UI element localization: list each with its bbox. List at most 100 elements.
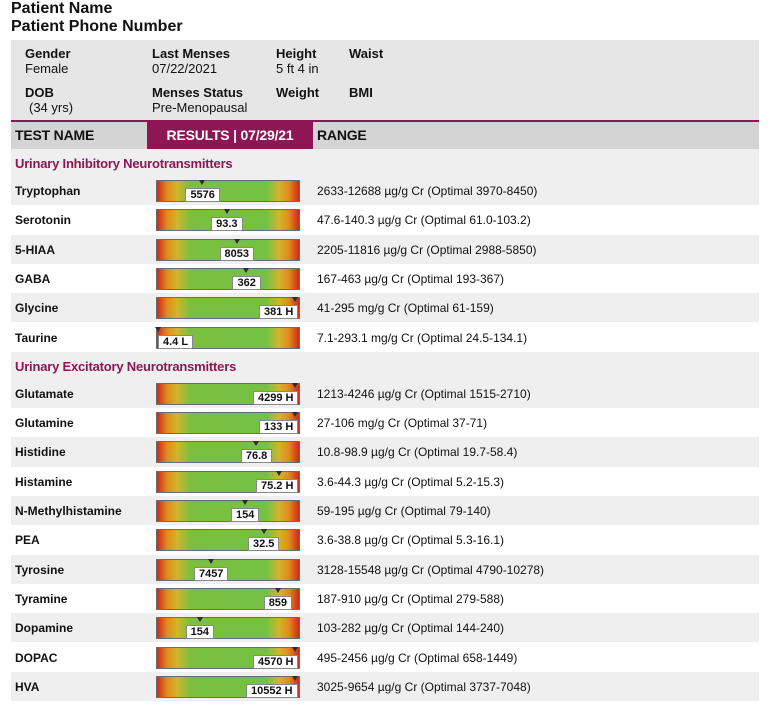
result-marker-icon	[291, 675, 298, 681]
table-row: 5-HIAA 8053 2205-11816 µg/g Cr (Optimal 29…	[11, 234, 759, 264]
result-range-bar: 133 H	[156, 412, 300, 435]
table-row: Glycine 381 H 41-295 mg/g Cr (Optimal 61-1…	[11, 293, 759, 323]
reference-range: 10.8-98.9 µg/g Cr (Optimal 19.7-58.4)	[317, 445, 518, 460]
result-range-bar: 76.8	[156, 441, 300, 464]
result-range-bar: 7457	[156, 558, 300, 581]
table-row: Dopamine 154 103-282 µg/g Cr (Optimal 144-…	[11, 613, 759, 643]
table-row: Tyrosine 7457 3128-15548 µg/g Cr (Optimal …	[11, 554, 759, 584]
result-marker-icon	[291, 412, 298, 418]
result-marker-icon	[274, 587, 281, 593]
result-value: 859	[263, 595, 293, 610]
result-marker-icon	[291, 646, 298, 652]
result-range-bar: 32.5	[156, 529, 300, 552]
table-row: Tyramine 859 187-910 µg/g Cr (Optimal 279-…	[11, 584, 759, 613]
table-row: Histidine 76.8 10.8-98.9 µg/g Cr (Optimal …	[11, 437, 759, 467]
table-row: HVA 10552 H 3025-9654 µg/g Cr (Optimal 373…	[11, 671, 759, 702]
test-name: DOPAC	[15, 650, 58, 665]
result-value: 75.2 H	[256, 478, 299, 493]
patient-info-panel: Gender Female Last Menses 07/22/2021 Hei…	[11, 40, 759, 120]
table-row: Tryptophan 5576 2633-12688 µg/g Cr (Optima…	[11, 176, 759, 206]
test-name: GABA	[15, 271, 51, 286]
last-menses-value: 07/22/2021	[152, 61, 218, 76]
test-name: Dopamine	[15, 621, 74, 636]
reference-range: 41-295 mg/g Cr (Optimal 61-159)	[317, 301, 494, 316]
result-value: 4299 H	[253, 390, 299, 405]
test-name: Serotonin	[15, 213, 71, 228]
reference-range: 3.6-38.8 µg/g Cr (Optimal 5.3-16.1)	[317, 533, 504, 548]
last-menses-label: Last Menses	[152, 46, 231, 61]
result-marker-icon	[260, 529, 267, 535]
reference-range: 2633-12688 µg/g Cr (Optimal 3970-8450)	[317, 184, 538, 198]
result-marker-icon	[155, 326, 162, 332]
result-range-bar: 4.4 L	[155, 326, 300, 349]
result-value: 4.4 L	[158, 334, 194, 349]
result-value: 7457	[193, 566, 229, 581]
range-header: RANGE	[317, 127, 367, 143]
result-range-bar: 4299 H	[156, 382, 300, 405]
reference-range: 495-2456 µg/g Cr (Optimal 658-1449)	[317, 650, 518, 665]
result-value: 4570 H	[253, 654, 299, 669]
test-name: 5-HIAA	[15, 242, 56, 257]
table-row: GABA 362 167-463 µg/g Cr (Optimal 193-367)	[11, 264, 759, 293]
reference-range: 167-463 µg/g Cr (Optimal 193-367)	[317, 271, 505, 286]
table-row: Glutamate 4299 H 1213-4246 µg/g Cr (Optima…	[11, 378, 759, 409]
reference-range: 3128-15548 µg/g Cr (Optimal 4790-10278)	[317, 562, 545, 577]
test-name-header: TEST NAME	[15, 127, 95, 143]
table-row: Glutamine 133 H 27-106 mg/g Cr (Optimal 37…	[11, 408, 759, 437]
gender-value: Female	[25, 61, 69, 76]
result-marker-icon	[196, 617, 203, 623]
test-name: Tryptophan	[15, 184, 81, 198]
result-range-bar: 859	[156, 587, 300, 610]
result-marker-icon	[243, 267, 250, 273]
result-value: 76.8	[240, 449, 273, 464]
result-range-bar: 8053	[156, 238, 300, 261]
section-header: Urinary Inhibitory Neurotransmitters	[11, 149, 759, 176]
bmi-label: BMI	[349, 85, 373, 100]
result-marker-icon	[253, 441, 260, 447]
result-range-bar: 93.3	[156, 209, 300, 232]
test-name: Tyrosine	[15, 562, 65, 577]
reference-range: 2205-11816 µg/g Cr (Optimal 2988-5850)	[317, 242, 537, 257]
test-name: Histamine	[15, 474, 73, 489]
result-value: 93.3	[211, 217, 243, 232]
test-name: Glycine	[15, 301, 59, 316]
patient-phone: Patient Phone Number	[11, 18, 183, 35]
test-name: Taurine	[15, 330, 58, 345]
result-value: 8053	[219, 246, 254, 261]
result-value: 362	[232, 275, 261, 290]
result-value: 10552 H	[246, 683, 298, 698]
result-marker-icon	[233, 238, 240, 244]
gender-label: Gender	[25, 46, 71, 61]
results-header: RESULTS | 07/29/21	[147, 122, 313, 149]
reference-range: 59-195 µg/g Cr (Optimal 79-140)	[317, 504, 491, 518]
reference-range: 187-910 µg/g Cr (Optimal 279-588)	[317, 591, 505, 606]
result-range-bar: 75.2 H	[156, 470, 300, 493]
table-row: DOPAC 4570 H 495-2456 µg/g Cr (Optimal 658…	[11, 643, 759, 672]
test-name: Glutamine	[15, 416, 74, 431]
test-name: Histidine	[15, 445, 66, 460]
result-range-bar: 10552 H	[156, 675, 300, 698]
reference-range: 1213-4246 µg/g Cr (Optimal 1515-2710)	[317, 386, 531, 401]
table-row: PEA 32.5 3.6-38.8 µg/g Cr (Optimal 5.3-16.…	[11, 525, 759, 554]
result-marker-icon	[242, 500, 249, 505]
section-title: Urinary Excitatory Neurotransmitters	[15, 358, 237, 374]
test-name: Tyramine	[15, 591, 68, 606]
result-range-bar: 5576	[156, 180, 300, 202]
result-value: 381 H	[259, 305, 299, 320]
test-name: Glutamate	[15, 386, 74, 401]
patient-name: Patient Name	[11, 0, 113, 17]
section-header: Urinary Excitatory Neurotransmitters	[11, 351, 759, 379]
result-marker-icon	[276, 470, 283, 476]
reference-range: 3.6-44.3 µg/g Cr (Optimal 5.2-15.3)	[317, 474, 504, 489]
dob-label: DOB	[25, 85, 54, 100]
menses-status-label: Menses Status	[152, 85, 244, 100]
result-range-bar: 154	[156, 500, 300, 522]
table-row: N-Methylhistamine 154 59-195 µg/g Cr (Opti…	[11, 496, 759, 526]
table-row: Histamine 75.2 H 3.6-44.3 µg/g Cr (Optimal…	[11, 467, 759, 496]
height-label: Height	[276, 46, 317, 61]
results-table-header: TEST NAME RESULTS | 07/29/21 RANGE	[11, 120, 759, 149]
result-value: 154	[185, 625, 214, 640]
age-value: (34 yrs)	[29, 100, 74, 115]
result-range-bar: 4570 H	[156, 646, 300, 669]
weight-label: Weight	[276, 85, 320, 100]
